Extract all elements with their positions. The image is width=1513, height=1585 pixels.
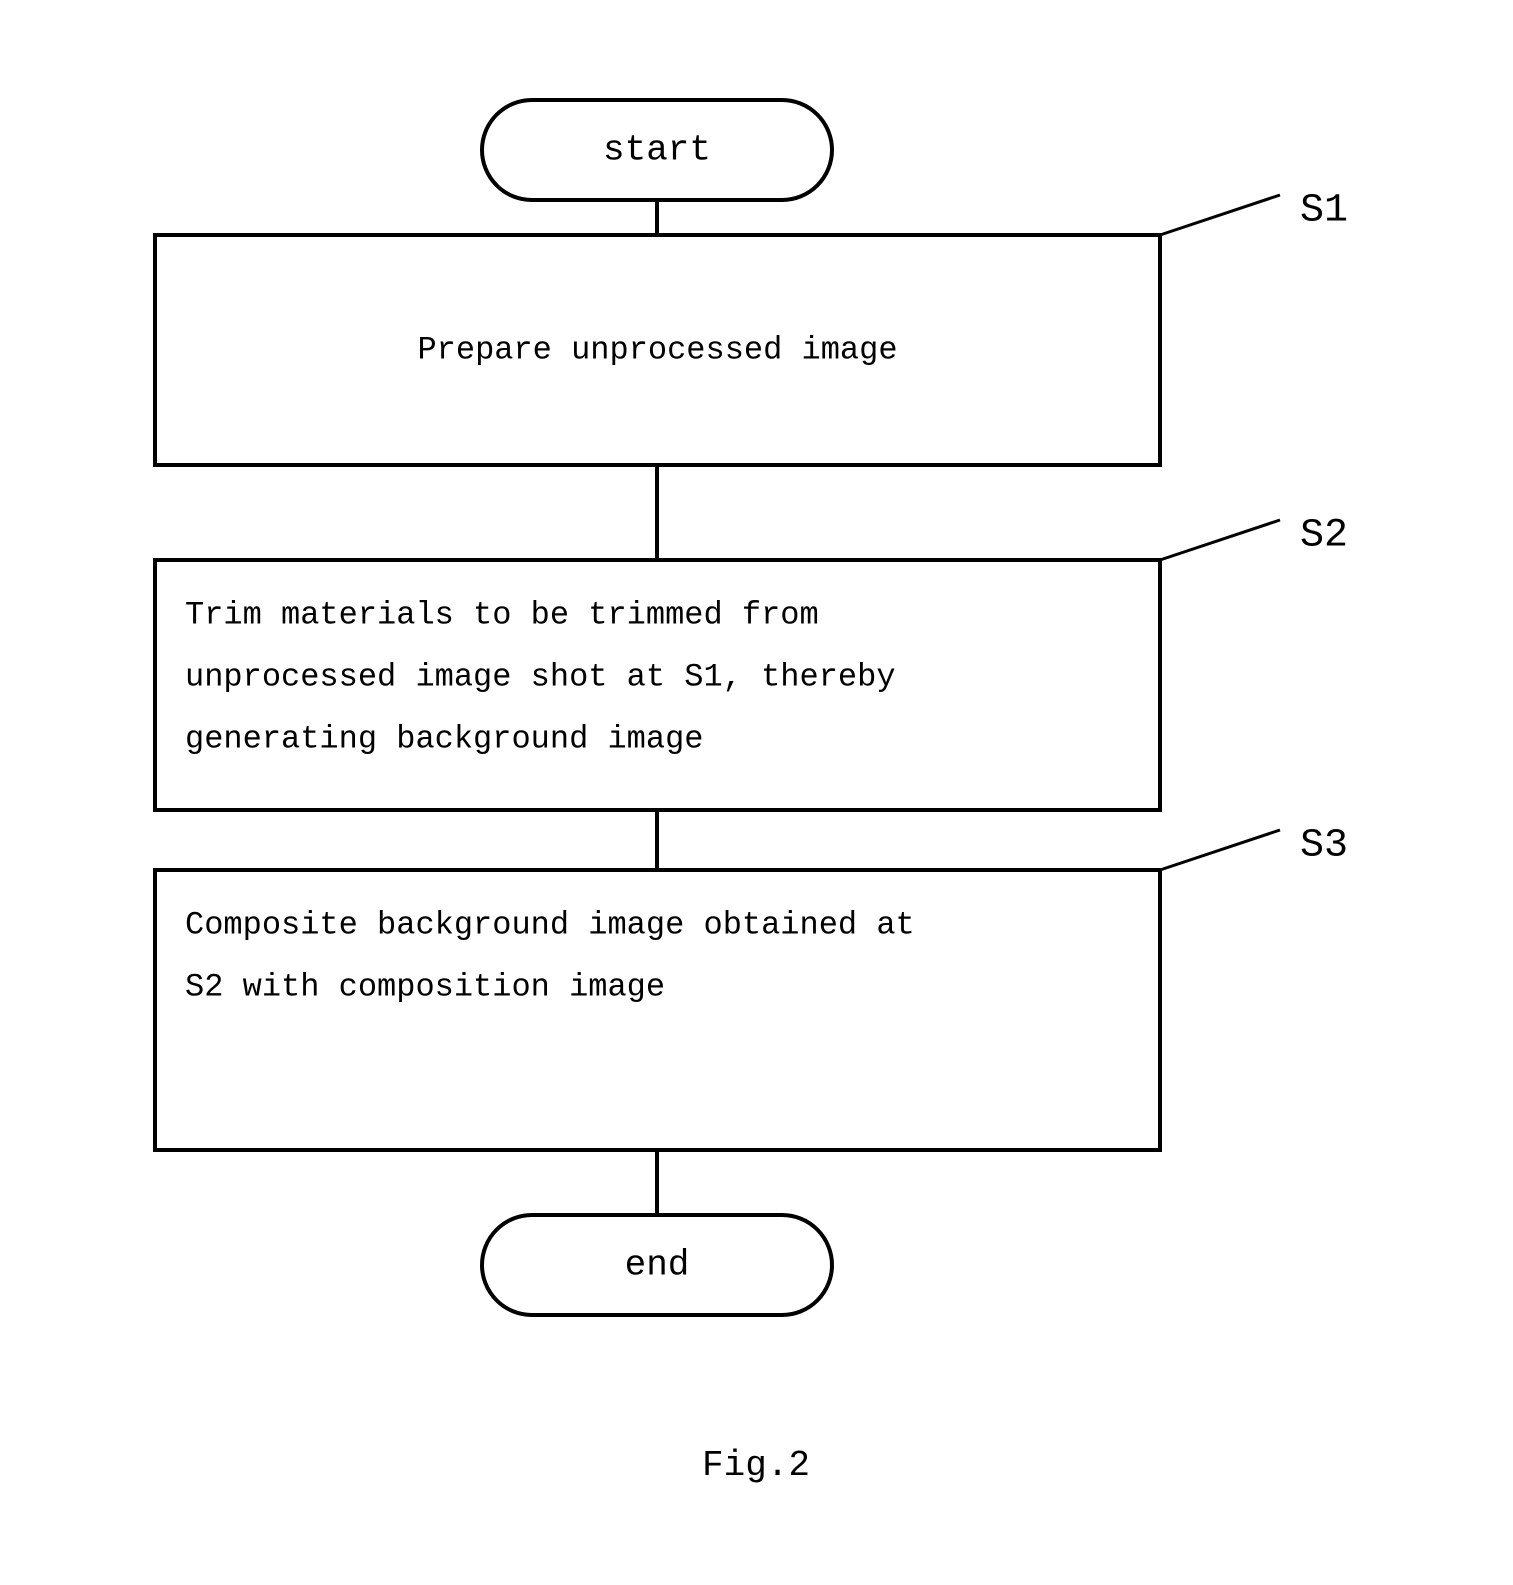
step-label-s3: S3	[1300, 824, 1348, 869]
s3-text-line-1: S2 with composition image	[185, 968, 665, 1005]
step-label-s2: S2	[1300, 514, 1348, 559]
background	[0, 0, 1513, 1585]
s2-text-line-2: generating background image	[185, 720, 703, 757]
figure-caption: Fig.2	[702, 1445, 810, 1486]
step-label-s1: S1	[1300, 189, 1348, 234]
s3-text-line-0: Composite background image obtained at	[185, 906, 915, 943]
start-label: start	[603, 130, 711, 171]
end-label: end	[625, 1245, 690, 1286]
s1-text: Prepare unprocessed image	[417, 331, 897, 368]
s2-text-line-0: Trim materials to be trimmed from	[185, 596, 819, 633]
flowchart: start Prepare unprocessed image Trim mater…	[0, 0, 1513, 1585]
s2-text-line-1: unprocessed image shot at S1, thereby	[185, 658, 896, 695]
